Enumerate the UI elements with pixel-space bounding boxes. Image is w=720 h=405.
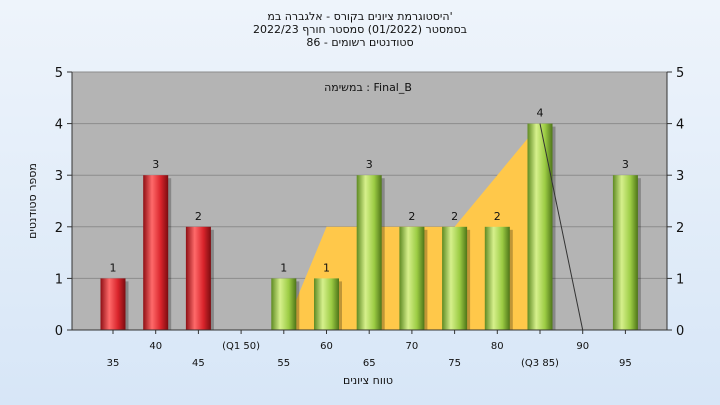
chart-title-line-3: סטודנטים רשומים - 86	[306, 36, 413, 49]
bar	[442, 226, 468, 330]
x-axis: 35 40 45 (Q1 50) 55 60 65 70 75 80 (Q3 85) 90 95	[107, 330, 632, 369]
data-label: 3	[622, 158, 629, 171]
x-tick-label: 45	[192, 358, 205, 369]
data-label: 1	[110, 261, 117, 274]
bar	[399, 226, 425, 330]
y-axis-left: 0 1 2 3 4 5	[55, 66, 72, 339]
x-tick-label: (Q1 50)	[222, 341, 260, 352]
chart-title-line-1: היסטוגרמת ציונים בקורס - אלגברה במ'	[267, 10, 452, 23]
data-label: 3	[366, 158, 373, 171]
bar	[356, 175, 382, 330]
bars	[100, 123, 641, 330]
bar	[271, 278, 297, 330]
bar	[484, 226, 510, 330]
x-tick-label: 90	[576, 341, 589, 352]
y-tick-label: 2	[55, 221, 63, 236]
y-tick-label: 0	[55, 324, 63, 339]
area-series	[283, 123, 540, 330]
y-tick-label: 1	[676, 272, 684, 287]
bar	[143, 175, 169, 330]
x-tick-label: 65	[363, 358, 376, 369]
x-tick-label: 40	[149, 341, 162, 352]
y-tick-label: 4	[55, 118, 63, 133]
x-axis-label: טווח ציונים	[343, 374, 393, 387]
y-tick-label: 5	[676, 66, 684, 81]
chart-title-line-2: בסמסטר (01/2022) סמסטר חורף 2022/23	[253, 23, 467, 36]
y-tick-label: 3	[676, 169, 684, 184]
data-label: 3	[152, 158, 159, 171]
chart-title: היסטוגרמת ציונים בקורס - אלגברה במ' בסמס…	[253, 10, 467, 49]
bar	[314, 278, 339, 330]
task-annotation: במשימה : Final_B	[324, 81, 412, 94]
bar	[100, 278, 126, 330]
x-tick-label: 60	[320, 341, 333, 352]
y-axis-label: מספר סטודנטים	[26, 163, 39, 239]
data-label: 4	[537, 107, 544, 120]
x-tick-label: 75	[448, 358, 461, 369]
x-tick-label: 55	[277, 358, 290, 369]
x-tick-label: 35	[107, 358, 120, 369]
data-label: 2	[408, 210, 415, 223]
y-axis-right: 0 1 2 3 4 5	[667, 66, 684, 339]
y-tick-label: 5	[55, 66, 63, 81]
x-tick-label: 70	[406, 341, 419, 352]
x-tick-label: (Q3 85)	[521, 358, 559, 369]
x-tick-label: 80	[491, 341, 504, 352]
data-labels: 1 3 2 1 1 3 2 2 2 4 3	[110, 107, 629, 275]
x-tick-label: 95	[619, 358, 632, 369]
data-label: 1	[280, 261, 287, 274]
data-label: 2	[451, 210, 458, 223]
bar	[527, 123, 553, 330]
data-label: 2	[195, 210, 202, 223]
bar	[185, 226, 211, 330]
bar	[612, 175, 638, 330]
y-tick-label: 3	[55, 169, 63, 184]
line-series	[539, 123, 584, 331]
y-tick-label: 1	[55, 272, 63, 287]
y-tick-label: 0	[676, 324, 684, 339]
data-label: 1	[323, 261, 330, 274]
y-tick-label: 2	[676, 221, 684, 236]
data-label: 2	[494, 210, 501, 223]
y-tick-label: 4	[676, 118, 684, 133]
